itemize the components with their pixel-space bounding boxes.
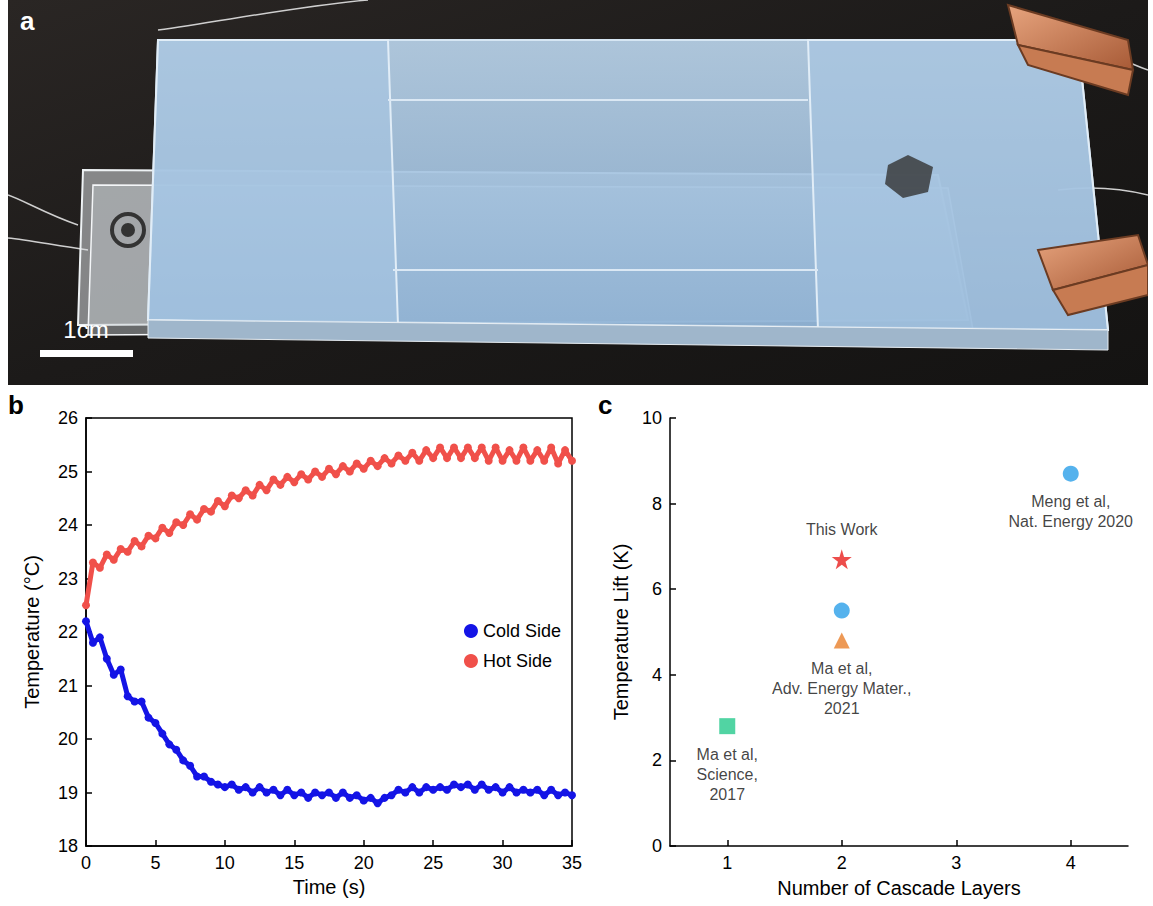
svg-text:Nat. Energy 2020: Nat. Energy 2020 [1008,513,1133,530]
svg-text:Adv. Energy Mater.,: Adv. Energy Mater., [772,680,911,697]
svg-text:30: 30 [493,853,513,873]
svg-text:Science,: Science, [697,766,758,783]
svg-text:19: 19 [58,783,78,803]
svg-text:22: 22 [58,622,78,642]
svg-text:23: 23 [58,569,78,589]
svg-text:8: 8 [652,494,662,514]
svg-text:b: b [8,390,24,420]
svg-text:3: 3 [951,853,961,873]
svg-text:Meng et al,: Meng et al, [1031,493,1110,510]
svg-text:Temperature (°C): Temperature (°C) [21,555,43,709]
svg-text:5: 5 [150,853,160,873]
svg-text:10: 10 [215,853,235,873]
svg-text:18: 18 [58,836,78,856]
svg-text:1: 1 [722,853,732,873]
svg-text:0: 0 [81,853,91,873]
svg-text:26: 26 [58,408,78,428]
svg-text:a: a [20,6,35,36]
svg-text:2017: 2017 [709,786,745,803]
svg-text:20: 20 [58,729,78,749]
svg-text:20: 20 [354,853,374,873]
svg-text:2: 2 [652,750,662,770]
svg-text:Temperature Lift (K): Temperature Lift (K) [610,544,632,721]
svg-text:10: 10 [642,408,662,428]
svg-text:Ma et al,: Ma et al, [697,746,758,763]
svg-text:4: 4 [652,665,662,685]
svg-text:2021: 2021 [824,700,860,717]
svg-text:Ma et al,: Ma et al, [811,660,872,677]
svg-text:35: 35 [562,853,582,873]
svg-text:24: 24 [58,515,78,535]
svg-text:6: 6 [652,579,662,599]
svg-text:25: 25 [423,853,443,873]
svg-text:15: 15 [284,853,304,873]
svg-text:Cold Side: Cold Side [483,621,561,641]
svg-text:Time (s): Time (s) [293,876,366,898]
svg-text:4: 4 [1066,853,1076,873]
svg-text:0: 0 [652,836,662,856]
svg-text:1cm: 1cm [63,316,108,343]
svg-text:Hot Side: Hot Side [483,651,552,671]
svg-text:This Work: This Work [806,521,879,538]
svg-text:25: 25 [58,462,78,482]
svg-text:Number of Cascade Layers: Number of Cascade Layers [777,877,1020,899]
svg-text:c: c [598,390,612,420]
svg-text:2: 2 [837,853,847,873]
svg-text:21: 21 [58,676,78,696]
